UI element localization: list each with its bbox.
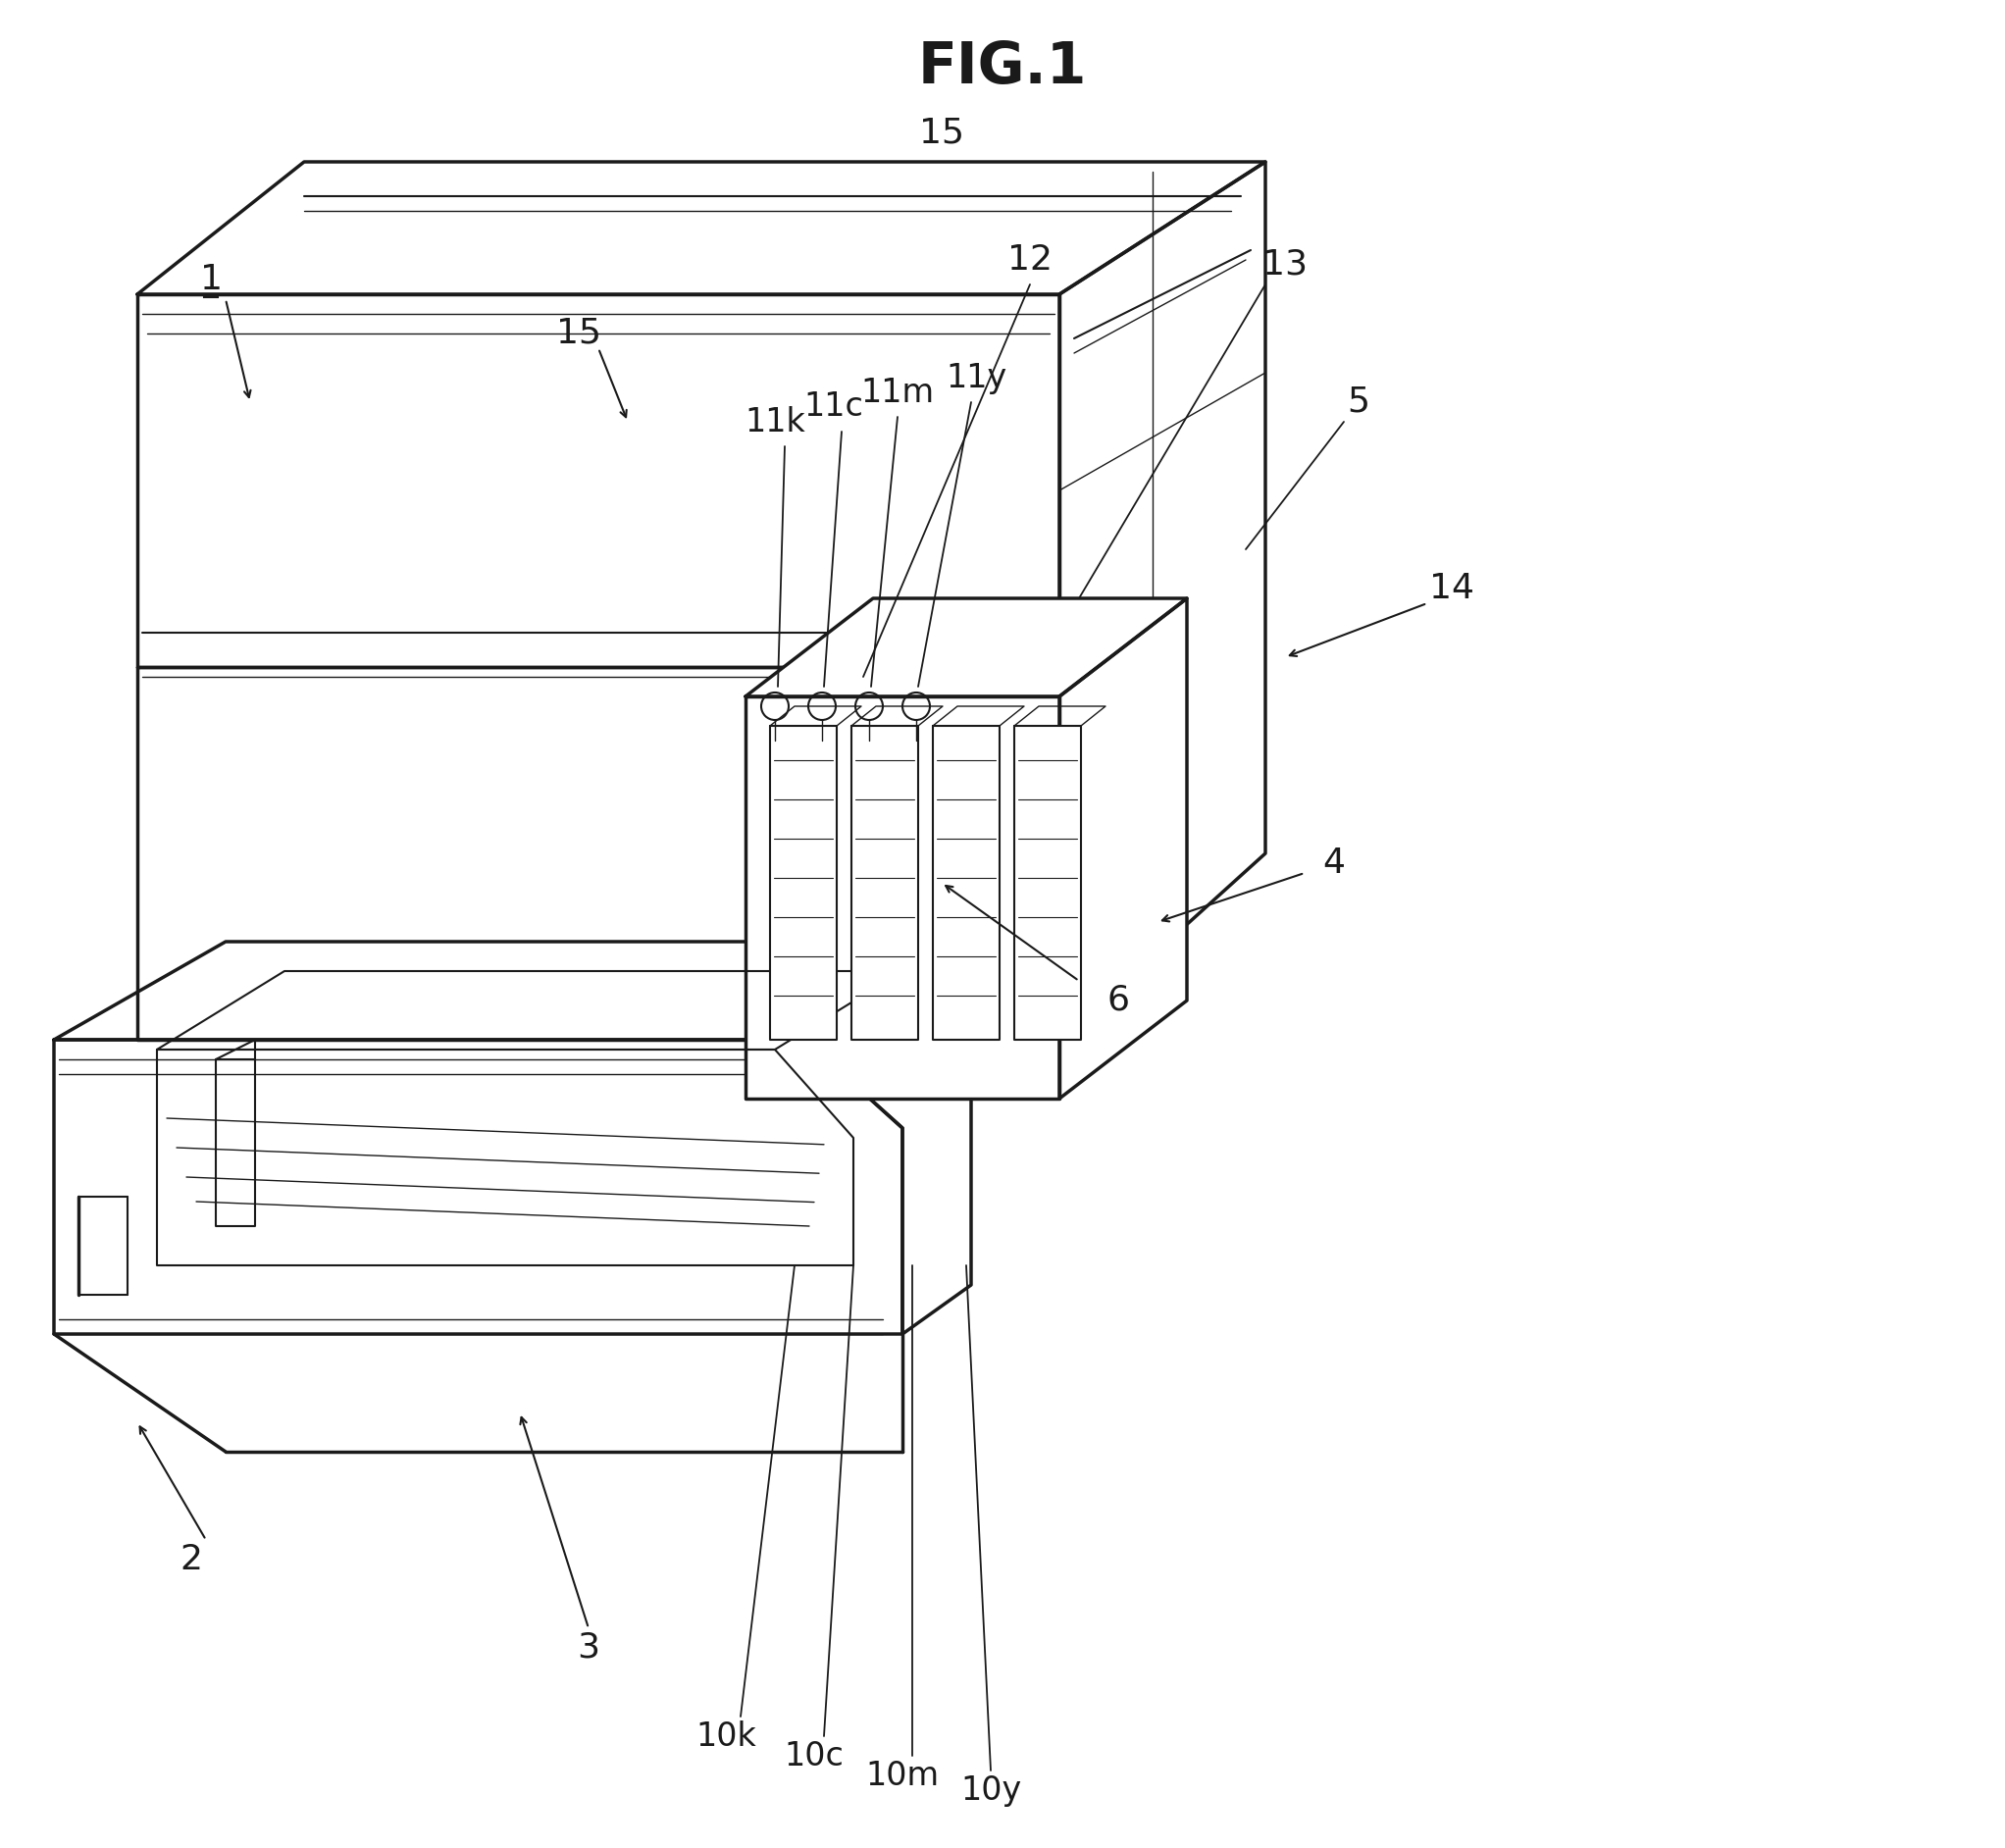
Text: 1: 1 xyxy=(200,262,223,296)
Text: 3: 3 xyxy=(577,1632,599,1665)
Text: FIG.1: FIG.1 xyxy=(918,39,1087,94)
Polygon shape xyxy=(804,942,970,1334)
Text: 11m: 11m xyxy=(860,377,934,408)
Text: 4: 4 xyxy=(1323,846,1345,880)
Text: 6: 6 xyxy=(1107,983,1129,1016)
Polygon shape xyxy=(746,599,1187,697)
Polygon shape xyxy=(156,1050,854,1266)
Text: 10k: 10k xyxy=(696,1720,756,1752)
Text: 10c: 10c xyxy=(784,1739,844,1772)
Polygon shape xyxy=(132,290,1065,1029)
Polygon shape xyxy=(1059,599,1187,1098)
Polygon shape xyxy=(136,294,1059,667)
Polygon shape xyxy=(136,667,1059,1040)
Polygon shape xyxy=(136,163,1265,294)
Polygon shape xyxy=(746,697,1059,1098)
Text: 11c: 11c xyxy=(804,392,864,423)
Text: 12: 12 xyxy=(1007,244,1053,277)
Text: 15: 15 xyxy=(918,116,964,150)
Polygon shape xyxy=(54,1040,902,1334)
Text: 11k: 11k xyxy=(744,405,806,438)
Text: 10m: 10m xyxy=(866,1759,938,1791)
Polygon shape xyxy=(932,726,1000,1040)
Text: 15: 15 xyxy=(555,316,602,349)
Text: 10y: 10y xyxy=(960,1774,1021,1805)
Text: 11y: 11y xyxy=(946,362,1007,394)
Polygon shape xyxy=(54,942,970,1040)
Polygon shape xyxy=(852,726,918,1040)
Text: 13: 13 xyxy=(1263,248,1307,281)
Polygon shape xyxy=(1015,726,1081,1040)
Text: 5: 5 xyxy=(1347,386,1369,419)
Text: 2: 2 xyxy=(180,1543,203,1576)
Text: 14: 14 xyxy=(1430,571,1474,604)
Polygon shape xyxy=(1059,163,1265,1040)
Polygon shape xyxy=(770,726,836,1040)
